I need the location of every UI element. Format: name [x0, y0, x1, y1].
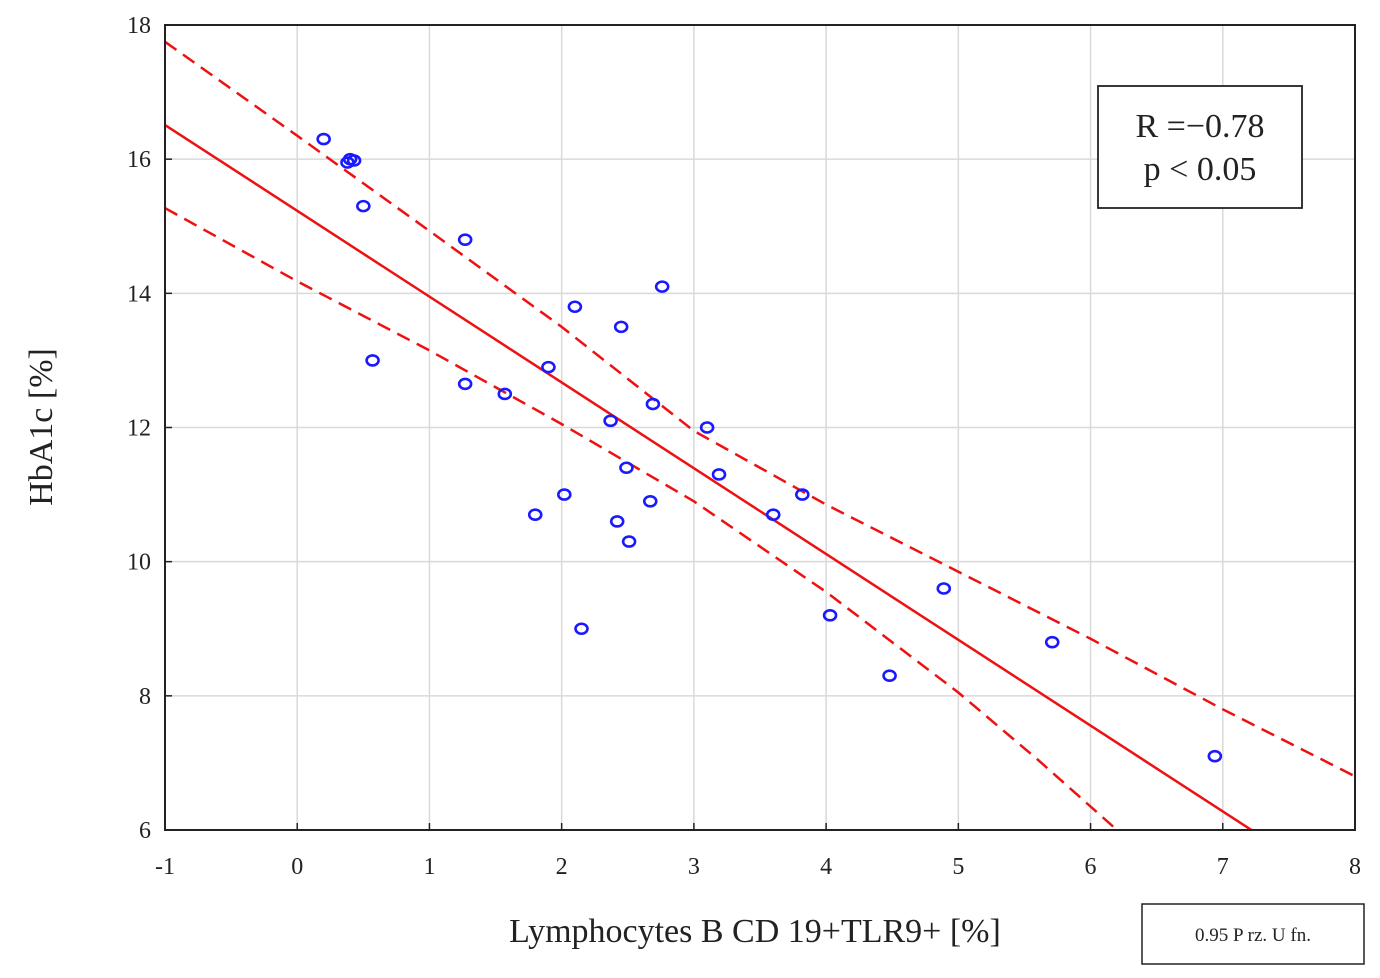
data-point — [356, 199, 371, 213]
confidence-bands — [165, 40, 1355, 830]
data-point — [346, 154, 362, 167]
data-point — [795, 488, 810, 501]
data-point — [711, 468, 727, 481]
data-point — [316, 132, 331, 146]
data-point — [613, 320, 629, 334]
data-point — [457, 233, 473, 246]
data-point — [765, 508, 781, 522]
x-tick-label: 0 — [291, 854, 303, 880]
data-point — [645, 397, 661, 411]
y-tick-label: 8 — [139, 684, 151, 710]
y-tick-label: 14 — [127, 281, 151, 307]
data-points — [316, 132, 1223, 763]
fit-label: 0.95 P rz. U fn. — [1195, 925, 1311, 946]
data-point — [699, 421, 715, 434]
x-tick-label: 1 — [423, 854, 435, 880]
data-point — [557, 488, 572, 501]
data-point — [621, 535, 637, 548]
data-point — [497, 387, 513, 401]
data-point — [619, 461, 634, 475]
data-point — [603, 414, 618, 428]
x-tick-label: 4 — [820, 854, 832, 880]
x-tick-label: 7 — [1217, 854, 1229, 880]
data-point — [527, 508, 543, 522]
x-tick-label: 6 — [1085, 854, 1097, 880]
y-tick-label: 16 — [127, 147, 151, 173]
data-point — [654, 280, 670, 293]
y-axis-title: HbA1c [%] — [23, 348, 60, 506]
data-point — [574, 622, 589, 636]
confidence-band-upper — [165, 40, 1355, 778]
data-point — [457, 377, 473, 391]
fit-legend-box: 0.95 P rz. U fn. — [1141, 903, 1365, 965]
x-tick-label: -1 — [155, 854, 175, 880]
x-tick-label: 5 — [952, 854, 964, 880]
data-point — [642, 494, 658, 508]
data-point — [1044, 635, 1060, 649]
data-point — [822, 609, 838, 622]
r-value: R =−0.78 — [1135, 108, 1264, 145]
data-point — [1207, 749, 1223, 763]
data-point — [882, 669, 897, 683]
x-tick-label: 2 — [556, 854, 568, 880]
data-point — [365, 354, 380, 367]
p-value: p < 0.05 — [1144, 151, 1257, 188]
confidence-band-lower — [165, 207, 1118, 830]
x-axis-title: Lymphocytes B CD 19+TLR9+ [%] — [509, 913, 1001, 950]
data-point — [541, 360, 556, 374]
data-point — [936, 582, 952, 595]
stats-box: R =−0.78 p < 0.05 — [1097, 85, 1303, 209]
x-tick-label: 8 — [1349, 854, 1361, 880]
regression-line-group — [165, 123, 1254, 830]
data-point — [567, 300, 583, 314]
regression-line — [165, 123, 1254, 830]
data-point — [609, 515, 625, 528]
y-tick-label: 10 — [127, 550, 151, 576]
y-tick-label: 18 — [127, 13, 151, 39]
y-tick-label: 12 — [127, 416, 151, 442]
y-tick-label: 6 — [139, 818, 151, 844]
x-tick-label: 3 — [688, 854, 700, 880]
